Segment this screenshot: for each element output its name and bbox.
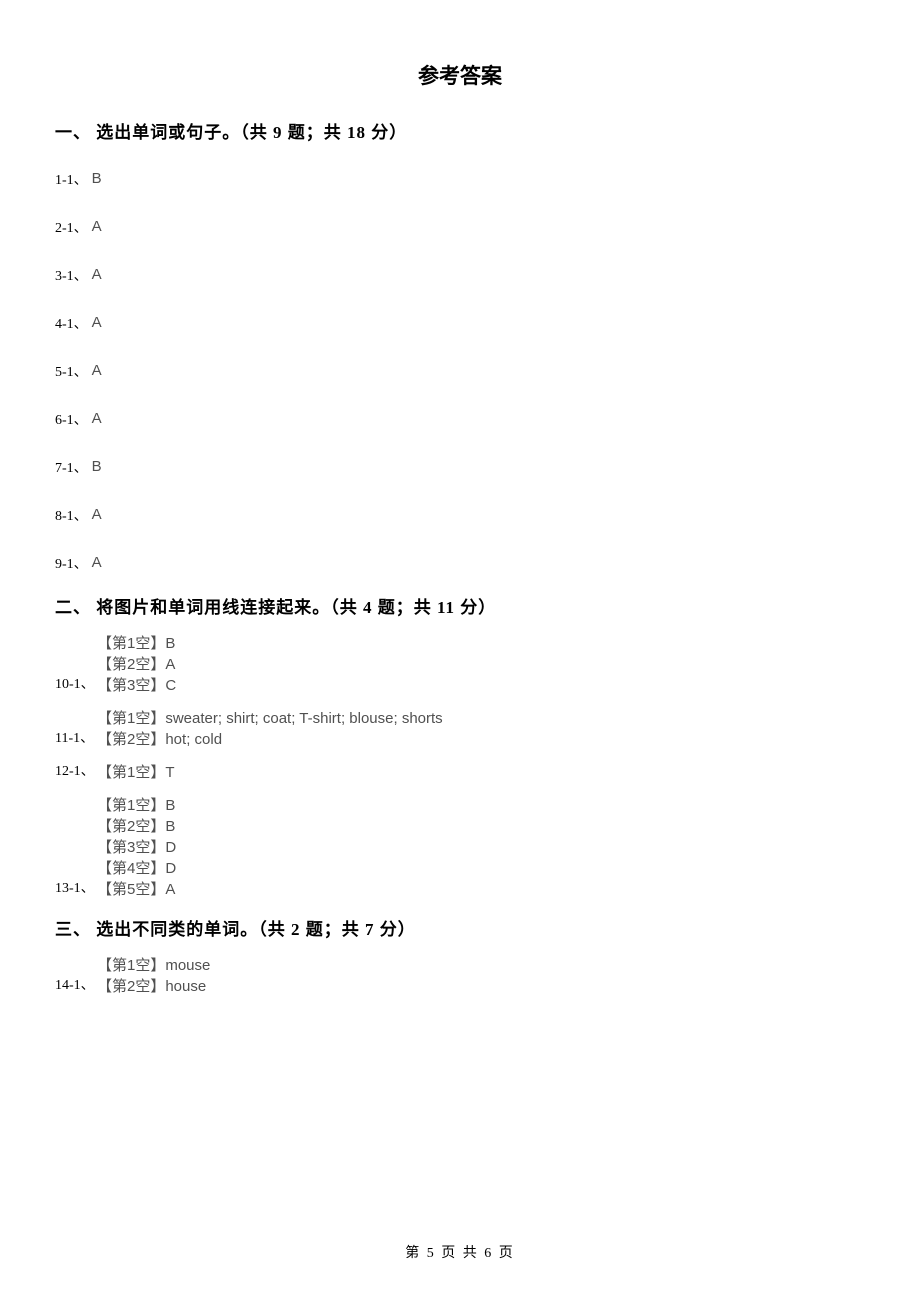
answer-value: A xyxy=(92,315,102,333)
section-2: 二、 将图片和单词用线连接起来。（共 4 题；共 11 分） 【第1空】B 【第… xyxy=(55,593,865,897)
answer-row: 【第1空】B 【第2空】A 【第3空】C 10-1、 xyxy=(55,636,865,693)
answer-row: 1-1、 B xyxy=(55,161,865,189)
answer-value: 【第1空】sweater; shirt; coat; T-shirt; blou… xyxy=(97,711,865,726)
answer-label: 7-1、 xyxy=(55,462,88,477)
answer-value: A xyxy=(92,363,102,381)
answer-label: 1-1、 xyxy=(55,174,88,189)
answer-label: 8-1、 xyxy=(55,510,88,525)
answer-row: 【第1空】T 12-1、 xyxy=(55,765,865,780)
answer-value: 【第2空】A xyxy=(97,657,865,672)
answer-value: 【第3空】C xyxy=(97,678,865,693)
answer-value: 【第3空】D xyxy=(97,840,865,855)
answer-row: 7-1、 B xyxy=(55,449,865,477)
answer-row: 6-1、 A xyxy=(55,401,865,429)
answer-row: 【第1空】B 【第2空】B 【第3空】D 【第4空】D 【第5空】A 13-1、 xyxy=(55,798,865,897)
answer-value: 【第2空】house xyxy=(97,979,865,994)
answer-label: 2-1、 xyxy=(55,222,88,237)
answer-row: 9-1、 A xyxy=(55,545,865,573)
answer-value: A xyxy=(92,507,102,525)
answer-row: 【第1空】sweater; shirt; coat; T-shirt; blou… xyxy=(55,711,865,747)
answer-label: 6-1、 xyxy=(55,414,88,429)
answer-label: 4-1、 xyxy=(55,318,88,333)
answer-label: 14-1、 xyxy=(55,979,95,994)
answer-value: 【第1空】B xyxy=(97,636,865,651)
page-footer: 第 5 页 共 6 页 xyxy=(0,1242,920,1262)
section-3: 三、 选出不同类的单词。（共 2 题；共 7 分） 【第1空】mouse 【第2… xyxy=(55,915,865,994)
answer-value: 【第4空】D xyxy=(97,861,865,876)
answer-row: 5-1、 A xyxy=(55,353,865,381)
answer-value: 【第1空】mouse xyxy=(97,958,865,973)
answer-value: 【第2空】B xyxy=(97,819,865,834)
answer-label: 13-1、 xyxy=(55,882,95,897)
answer-row: 【第1空】mouse 【第2空】house 14-1、 xyxy=(55,958,865,994)
answer-row: 8-1、 A xyxy=(55,497,865,525)
answer-label: 5-1、 xyxy=(55,366,88,381)
answer-value: A xyxy=(92,411,102,429)
answer-value: A xyxy=(92,555,102,573)
section-1: 一、 选出单词或句子。（共 9 题；共 18 分） 1-1、 B 2-1、 A … xyxy=(55,118,865,573)
section-heading-2: 二、 将图片和单词用线连接起来。（共 4 题；共 11 分） xyxy=(55,593,865,618)
answer-row: 4-1、 A xyxy=(55,305,865,333)
answer-label: 12-1、 xyxy=(55,765,95,780)
answer-value: B xyxy=(92,459,102,477)
answer-row: 3-1、 A xyxy=(55,257,865,285)
answer-value: 【第2空】hot; cold xyxy=(97,732,865,747)
section-heading-1: 一、 选出单词或句子。（共 9 题；共 18 分） xyxy=(55,118,865,143)
answer-value: 【第1空】B xyxy=(97,798,865,813)
answer-label: 10-1、 xyxy=(55,678,95,693)
answer-value: 【第5空】A xyxy=(97,882,865,897)
answer-value: B xyxy=(92,171,102,189)
answer-value: A xyxy=(92,267,102,285)
answer-value: A xyxy=(92,219,102,237)
answer-label: 3-1、 xyxy=(55,270,88,285)
answer-row: 2-1、 A xyxy=(55,209,865,237)
answer-value: 【第1空】T xyxy=(97,765,865,780)
page-title: 参考答案 xyxy=(55,60,865,90)
answer-label: 9-1、 xyxy=(55,558,88,573)
answer-label: 11-1、 xyxy=(55,732,94,747)
section-heading-3: 三、 选出不同类的单词。（共 2 题；共 7 分） xyxy=(55,915,865,940)
